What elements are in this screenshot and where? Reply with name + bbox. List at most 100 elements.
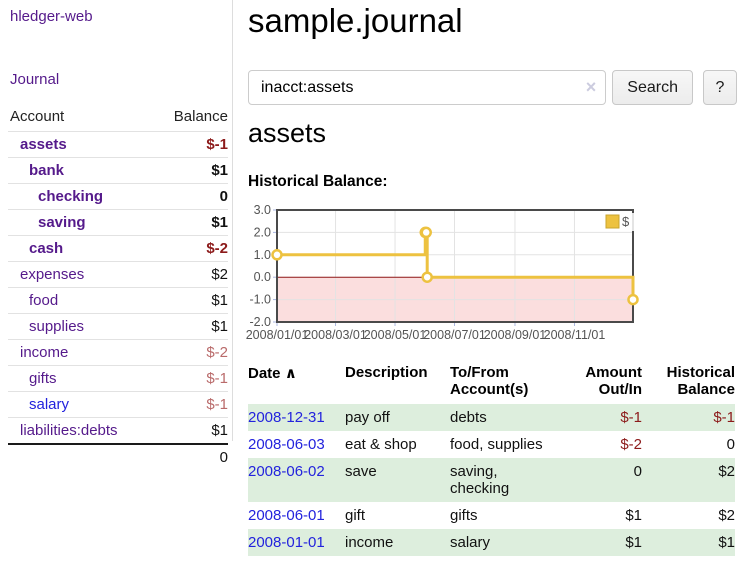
y-axis-label: 3.0 <box>254 203 271 217</box>
transaction-amount: $-1 <box>620 409 642 426</box>
account-link-income[interactable]: income <box>20 344 69 361</box>
register-header-row: Date ∧ Description To/From Account(s) Am… <box>248 362 735 404</box>
transaction-balance: 0 <box>726 436 735 453</box>
transaction-description: income <box>345 534 394 551</box>
account-balance: $-2 <box>206 240 228 257</box>
account-row: income $-2 <box>8 339 228 365</box>
accounts-total-row: 0 <box>8 443 228 470</box>
account-link-saving[interactable]: saving <box>38 214 86 231</box>
transaction-date: 2008-06-03 <box>248 431 345 458</box>
y-axis-label: 0.0 <box>254 270 271 284</box>
x-axis-label: 2008/05/01 <box>364 328 427 342</box>
historical-balance-chart: $3.0 2.0 1.0 0.0 -1.0 -2.02008/01/012008/03/0… <box>246 203 639 342</box>
transaction-row: 2008-01-01 income salary $1 $1 <box>248 529 735 556</box>
account-link-bank[interactable]: bank <box>29 162 65 179</box>
accounts-list: assets $-1 bank $1 checking 0 saving $1 cash $-2 e… <box>8 131 228 443</box>
account-column-header: To/From Account(s) <box>450 364 529 398</box>
transaction-description: eat & shop <box>345 436 417 453</box>
transaction-row: 2008-12-31 pay off debts $-1 $-1 <box>248 404 735 431</box>
sidebar: hledger-web Journal Account Balance asse… <box>0 0 233 466</box>
legend-label: $ <box>622 214 630 229</box>
account-balance: $-1 <box>206 396 228 413</box>
account-balance: 0 <box>219 188 228 205</box>
account-row: food $1 <box>8 287 228 313</box>
account-link-supplies[interactable]: supplies <box>29 318 85 335</box>
accounts-table-header: Account Balance <box>8 104 228 131</box>
y-axis-label: 2.0 <box>254 225 271 239</box>
account-link-food[interactable]: food <box>29 292 59 309</box>
account-balance: $1 <box>211 318 228 335</box>
account-balance: $-2 <box>206 344 228 361</box>
transaction-balance: $2 <box>718 463 735 480</box>
transaction-balance: $-1 <box>713 409 735 426</box>
transaction-row: 2008-06-01 gift gifts $1 $2 <box>248 502 735 529</box>
data-point-marker <box>420 226 432 239</box>
transaction-row: 2008-06-02 save saving, checking 0 $2 <box>248 458 735 502</box>
data-point-marker <box>627 293 639 306</box>
account-row: salary $-1 <box>8 391 228 417</box>
account-link-expenses[interactable]: expenses <box>20 266 85 283</box>
transaction-date: 2008-12-31 <box>248 404 345 431</box>
transaction-date-link[interactable]: 2008-12-31 <box>248 409 325 426</box>
account-row: liabilities:debts $1 <box>8 417 228 443</box>
help-button[interactable]: ? <box>703 70 737 105</box>
account-link-assets[interactable]: assets <box>20 136 67 153</box>
account-row: gifts $-1 <box>8 365 228 391</box>
date-column-header[interactable]: Date ∧ <box>248 365 297 382</box>
x-axis-label: 2008/11/01 <box>544 328 606 342</box>
transaction-amount: $-2 <box>620 436 642 453</box>
account-link-salary[interactable]: salary <box>29 396 70 413</box>
y-axis-label: -1.0 <box>249 293 271 307</box>
balance-column-header: Balance <box>173 108 228 125</box>
sidebar-item-journal[interactable]: Journal <box>10 71 60 88</box>
transaction-date-link[interactable]: 2008-06-01 <box>248 507 325 524</box>
plot-border <box>276 209 634 323</box>
data-point-marker <box>421 271 433 283</box>
transaction-date: 2008-06-01 <box>248 502 345 529</box>
sort-ascending-icon: ∧ <box>284 365 297 382</box>
account-row: cash $-2 <box>8 235 228 261</box>
account-link-cash[interactable]: cash <box>29 240 64 257</box>
account-balance: $-1 <box>206 370 228 387</box>
transaction-date-link[interactable]: 2008-06-03 <box>248 436 325 453</box>
x-axis-label: 2008/07/01 <box>423 328 486 342</box>
y-axis-label: 1.0 <box>254 248 271 262</box>
transaction-balance: $2 <box>718 507 735 524</box>
transaction-amount: 0 <box>633 463 642 480</box>
account-link-checking[interactable]: checking <box>38 188 104 205</box>
account-row: checking 0 <box>8 183 228 209</box>
transaction-description: save <box>345 463 377 480</box>
total-balance: 0 <box>219 449 228 466</box>
account-row: supplies $1 <box>8 313 228 339</box>
page-title: sample.journal <box>248 2 463 39</box>
transaction-description: gift <box>345 507 366 524</box>
account-row: saving $1 <box>8 209 228 235</box>
chart-title: Historical Balance: <box>248 173 388 190</box>
transaction-accounts: salary <box>450 534 491 551</box>
app-brand-link[interactable]: hledger-web <box>10 8 93 25</box>
transaction-amount: $1 <box>625 534 642 551</box>
search-input[interactable] <box>248 70 607 105</box>
account-link-gifts[interactable]: gifts <box>29 370 57 387</box>
accounts-table: Account Balance assets $-1 bank $1 checking 0… <box>8 104 228 470</box>
main-content: sample.journal × Search ? assets Histori… <box>246 0 737 582</box>
transaction-date-link[interactable]: 2008-01-01 <box>248 534 325 551</box>
x-axis-label: 2008/03/01 <box>304 328 367 342</box>
transaction-date: 2008-01-01 <box>248 529 345 556</box>
account-column-header: Account <box>10 108 65 125</box>
account-row: assets $-1 <box>8 131 228 157</box>
register-table: Date ∧ Description To/From Account(s) Am… <box>248 362 735 556</box>
clear-search-icon[interactable]: × <box>585 77 597 97</box>
amount-column-header: Amount Out/In <box>585 364 642 398</box>
account-balance: $1 <box>211 162 228 179</box>
x-axis-label: 2008/01/01 <box>246 328 309 342</box>
account-balance: $1 <box>211 422 228 439</box>
account-balance: $1 <box>211 292 228 309</box>
search-button[interactable]: Search <box>612 70 693 105</box>
balance-column-header: Historical Balance <box>666 364 735 398</box>
y-axis-label: -2.0 <box>249 315 271 329</box>
transaction-balance: $1 <box>718 534 735 551</box>
transaction-date: 2008-06-02 <box>248 458 345 502</box>
transaction-date-link[interactable]: 2008-06-02 <box>248 463 325 480</box>
account-link-liabilities-debts[interactable]: liabilities:debts <box>20 422 118 439</box>
